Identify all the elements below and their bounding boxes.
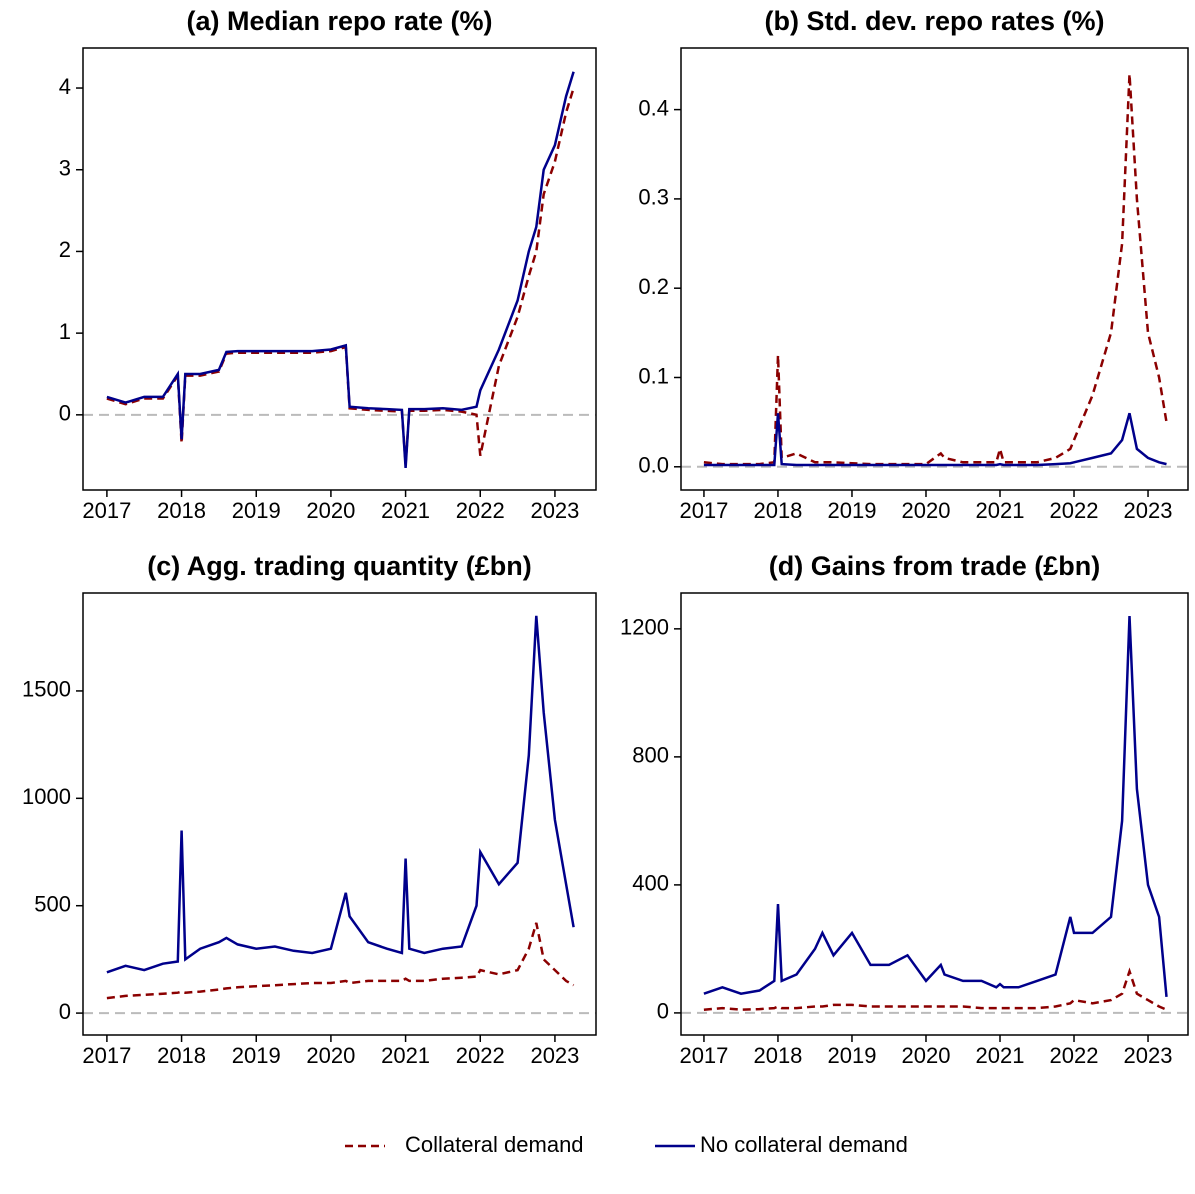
y-tick-label: 0.2 <box>638 274 669 299</box>
series-line <box>703 412 1167 467</box>
y-tick-label: 1500 <box>22 677 71 702</box>
series-line <box>106 922 575 1000</box>
series-line <box>106 87 575 464</box>
x-tick-label: 2019 <box>232 1043 281 1068</box>
x-tick-label: 2017 <box>679 1043 728 1068</box>
plot-border <box>82 47 597 491</box>
y-tick-label: 400 <box>632 871 669 896</box>
y-tick-label: 4 <box>59 74 71 99</box>
legend-label: Collateral demand <box>405 1132 584 1157</box>
y-tick-label: 1 <box>59 319 71 344</box>
plot-border <box>680 592 1189 1036</box>
y-tick-label: 0.3 <box>638 185 669 210</box>
x-tick-label: 2019 <box>827 1043 876 1068</box>
series-line <box>703 967 1167 1011</box>
x-tick-label: 2021 <box>381 1043 430 1068</box>
series-line <box>106 71 575 468</box>
x-tick-label: 2020 <box>902 498 951 523</box>
y-tick-label: 2 <box>59 237 71 262</box>
x-tick-label: 2019 <box>827 498 876 523</box>
y-tick-label: 0.1 <box>638 363 669 388</box>
legend-label: No collateral demand <box>700 1132 908 1157</box>
x-tick-label: 2020 <box>306 1043 355 1068</box>
x-tick-label: 2018 <box>753 498 802 523</box>
y-tick-label: 800 <box>632 743 669 768</box>
x-tick-label: 2018 <box>157 1043 206 1068</box>
chart-title: (a) Median repo rate (%) <box>186 6 492 36</box>
y-tick-label: 0.0 <box>638 453 669 478</box>
x-tick-label: 2022 <box>456 498 505 523</box>
x-tick-label: 2020 <box>902 1043 951 1068</box>
y-tick-label: 0.4 <box>638 95 669 120</box>
y-tick-label: 3 <box>59 156 71 181</box>
x-tick-label: 2022 <box>1050 1043 1099 1068</box>
y-tick-label: 1000 <box>22 784 71 809</box>
plot-border <box>82 592 597 1036</box>
chart-title: (d) Gains from trade (£bn) <box>769 551 1101 581</box>
x-tick-label: 2020 <box>306 498 355 523</box>
x-tick-label: 2017 <box>82 1043 131 1068</box>
chart-title: (b) Std. dev. repo rates (%) <box>764 6 1104 36</box>
x-tick-label: 2018 <box>157 498 206 523</box>
y-tick-label: 1200 <box>620 615 669 640</box>
y-tick-label: 500 <box>34 892 71 917</box>
series-line <box>703 73 1168 466</box>
x-tick-label: 2022 <box>1050 498 1099 523</box>
x-tick-label: 2022 <box>456 1043 505 1068</box>
x-tick-label: 2023 <box>1124 498 1173 523</box>
x-tick-label: 2017 <box>679 498 728 523</box>
x-tick-label: 2018 <box>753 1043 802 1068</box>
x-tick-label: 2021 <box>381 498 430 523</box>
x-tick-label: 2021 <box>976 1043 1025 1068</box>
series-line <box>106 615 575 974</box>
chart-title: (c) Agg. trading quantity (£bn) <box>147 551 531 581</box>
x-tick-label: 2023 <box>530 1043 579 1068</box>
x-tick-label: 2017 <box>82 498 131 523</box>
x-tick-label: 2019 <box>232 498 281 523</box>
x-tick-label: 2023 <box>1124 1043 1173 1068</box>
y-tick-label: 0 <box>59 999 71 1024</box>
x-tick-label: 2021 <box>976 498 1025 523</box>
y-tick-label: 0 <box>657 999 669 1024</box>
x-tick-label: 2023 <box>530 498 579 523</box>
y-tick-label: 0 <box>59 401 71 426</box>
series-line <box>703 615 1168 998</box>
plot-border <box>680 47 1189 491</box>
